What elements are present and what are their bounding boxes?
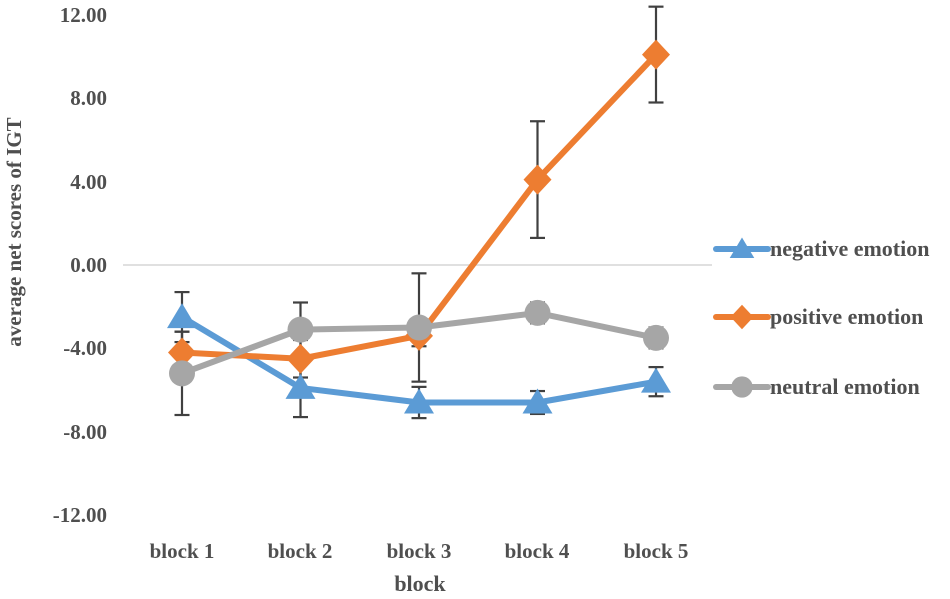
x-tick-label: block 3 xyxy=(386,539,452,563)
legend-label-neutral-emotion: neutral emotion xyxy=(770,374,920,399)
y-tick-label: 0.00 xyxy=(70,253,107,277)
x-axis-title: block xyxy=(394,571,446,596)
x-tick-label: block 4 xyxy=(504,539,570,563)
x-tick-label: block 1 xyxy=(149,539,215,563)
y-tick-label: -12.00 xyxy=(52,503,107,527)
legend-label-positive-emotion: positive emotion xyxy=(770,304,924,329)
y-tick-label: 4.00 xyxy=(70,170,107,194)
y-tick-label: 12.00 xyxy=(59,3,107,27)
y-axis-title: average net scores of IGT xyxy=(2,117,26,347)
x-tick-label: block 2 xyxy=(267,539,333,563)
y-tick-label: -8.00 xyxy=(63,420,107,444)
y-tick-label: -4.00 xyxy=(63,336,107,360)
y-tick-label: 8.00 xyxy=(70,86,107,110)
x-tick-label: block 5 xyxy=(623,539,689,563)
legend-label-negative-emotion: negative emotion xyxy=(770,236,930,261)
